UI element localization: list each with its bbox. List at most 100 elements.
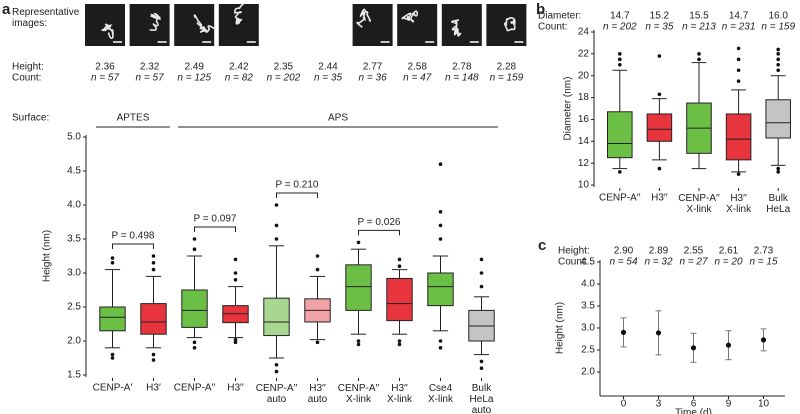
outlier [438, 237, 443, 241]
x-tick-label: H3′′ auto [308, 383, 328, 405]
outlier [274, 223, 279, 228]
outlier [479, 257, 484, 262]
outlier [151, 358, 156, 362]
y-tick-label: 5.0 [67, 132, 81, 143]
x-tick-label: H3′′ X-link [726, 193, 752, 215]
outlier [315, 254, 320, 258]
y-tick-label: 3.0 [67, 268, 81, 279]
height-value: 2.32 [140, 62, 160, 73]
x-tick-label: CENP-A′′ X-link [678, 193, 720, 215]
y-tick-label: 22 [578, 48, 590, 59]
outlier [776, 52, 780, 56]
y-tick-label: 14 [578, 136, 590, 147]
outlier [192, 247, 197, 251]
x-tick-label: Cse4 X-link [428, 383, 454, 405]
height-value: 2.90 [614, 246, 634, 257]
point [725, 342, 732, 348]
outlier [438, 223, 443, 228]
x-tick-label: 6 [691, 399, 697, 410]
x-tick-label: CENP-A′ [93, 383, 133, 394]
header-label: Count: [558, 257, 587, 268]
count-value: n = 27 [679, 257, 708, 268]
y-tick-label: 4.5 [67, 166, 81, 177]
x-tick-label: CENP-A′′ auto [256, 383, 298, 405]
outlier [618, 57, 622, 62]
image-structure [450, 19, 462, 37]
y-axis-label: Height (nm) [42, 230, 53, 282]
outlier [697, 57, 701, 62]
diameter-value: 15.5 [689, 11, 709, 22]
y-tick-label: 4.5 [581, 257, 595, 268]
diameter-value: 14.7 [610, 11, 630, 22]
surface-name: APS [328, 113, 348, 124]
p-value: P = 0.498 [112, 231, 155, 242]
count-value: n = 35 [314, 73, 343, 84]
x-tick-label: CENP-A′′ [174, 383, 216, 394]
outlier [657, 166, 662, 171]
point [690, 345, 697, 351]
point [620, 329, 627, 335]
box [607, 111, 633, 159]
count-value: n = 36 [359, 73, 388, 84]
outlier [438, 346, 443, 350]
outlier [479, 366, 484, 371]
count-value: n = 20 [714, 257, 743, 268]
outlier [233, 271, 238, 275]
box [386, 277, 413, 322]
outlier [618, 52, 622, 56]
count-value: n = 202 [267, 73, 301, 84]
x-tick-label: 9 [726, 399, 732, 410]
bracket [276, 192, 318, 198]
outlier [736, 68, 741, 73]
box [646, 113, 673, 142]
height-value: 2.61 [719, 246, 739, 257]
header-label: Height: [558, 246, 590, 257]
outlier [776, 57, 780, 62]
outlier [438, 162, 443, 166]
count-value: n = 159 [490, 73, 524, 84]
count-value: n = 57 [91, 73, 120, 84]
x-tick-label: 3 [656, 399, 662, 410]
p-value: P = 0.210 [276, 180, 319, 191]
y-tick-label: 24 [578, 27, 590, 38]
height-value: 2.49 [184, 62, 204, 73]
outlier [736, 79, 741, 83]
outlier [397, 342, 402, 347]
x-tick-label: H3′′ [227, 383, 244, 394]
height-value: 2.77 [363, 62, 383, 73]
outlier [736, 46, 741, 51]
representative-image [85, 4, 125, 46]
y-axis-label: Height (nm) [555, 302, 566, 354]
surface-label: Surface: [12, 113, 49, 124]
x-tick-label: Bulk HeLa auto [470, 383, 494, 414]
image-structure [101, 23, 115, 40]
box [427, 272, 454, 307]
height-value: 2.35 [274, 62, 294, 73]
box [725, 113, 752, 161]
outlier [315, 340, 320, 345]
count-value: n = 125 [177, 73, 211, 84]
header-label: Count: [12, 73, 41, 84]
point [760, 337, 767, 343]
count-value: n = 82 [225, 73, 254, 84]
outlier [479, 284, 484, 289]
outlier [438, 339, 443, 343]
box [765, 99, 791, 139]
outlier [151, 254, 156, 258]
representative-image [129, 4, 170, 46]
height-value: 2.55 [684, 246, 704, 257]
count-value: n = 148 [445, 73, 479, 84]
count-value: n = 231 [722, 22, 756, 33]
y-tick-label: 2.5 [67, 302, 81, 313]
outlier [776, 166, 780, 171]
outlier [776, 170, 780, 174]
outlier [356, 240, 361, 245]
outlier [151, 267, 156, 272]
image-structure [356, 8, 372, 28]
header-label: Height: [12, 62, 44, 73]
outlier [315, 267, 320, 272]
outlier [776, 62, 780, 67]
box [263, 297, 290, 337]
count-value: n = 213 [682, 22, 716, 33]
bracket [194, 226, 236, 232]
